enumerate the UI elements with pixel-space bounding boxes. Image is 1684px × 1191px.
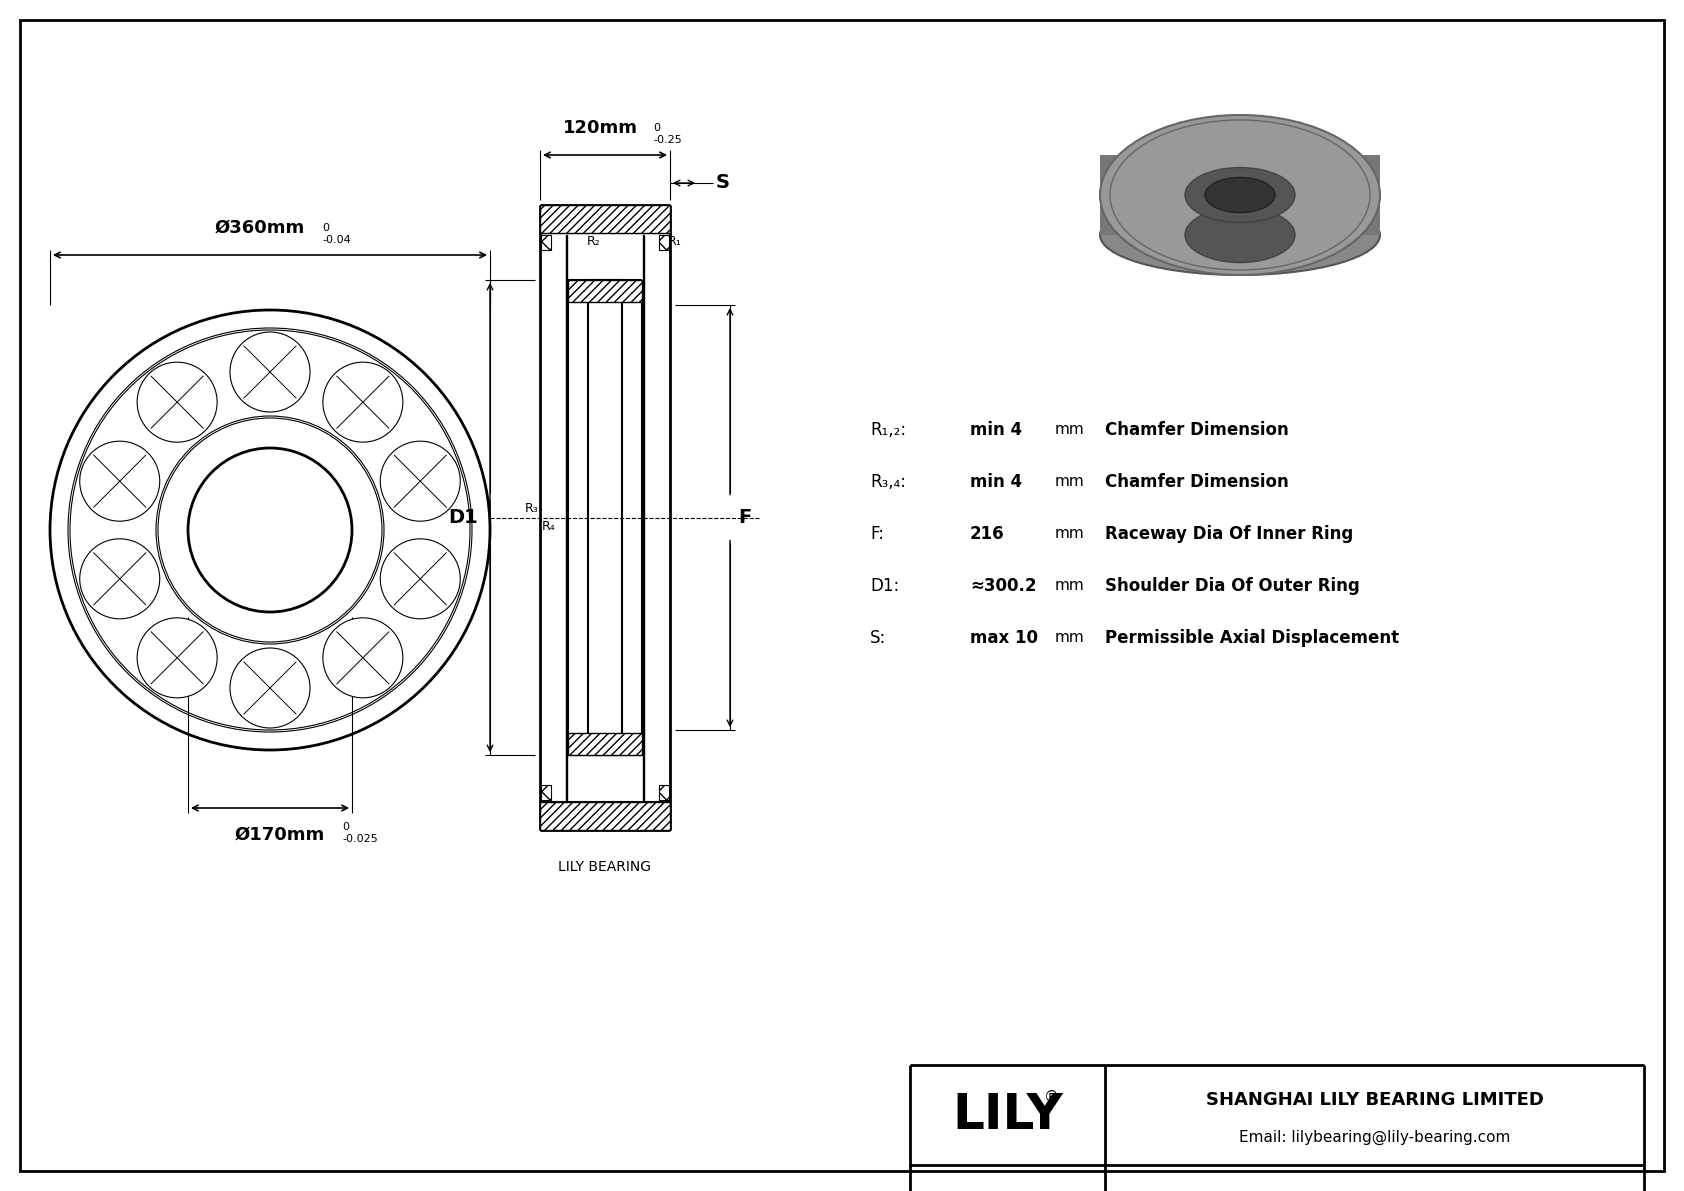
Text: F: F — [738, 509, 751, 526]
Text: mm: mm — [1054, 630, 1084, 646]
Text: mm: mm — [1054, 579, 1084, 593]
Ellipse shape — [1206, 177, 1275, 212]
Circle shape — [323, 362, 402, 442]
Text: mm: mm — [1054, 474, 1084, 490]
Text: R₃: R₃ — [524, 503, 537, 516]
Text: -0.04: -0.04 — [322, 235, 350, 245]
Circle shape — [231, 648, 310, 728]
Bar — [568, 732, 642, 755]
Text: 0: 0 — [322, 223, 328, 233]
Text: -0.25: -0.25 — [653, 135, 682, 145]
Text: max 10: max 10 — [970, 629, 1037, 647]
Ellipse shape — [1100, 195, 1379, 275]
Text: R₂: R₂ — [588, 235, 601, 248]
Bar — [541, 235, 551, 250]
Text: LILY BEARING: LILY BEARING — [559, 860, 652, 874]
Text: Email: lilybearing@lily-bearing.com: Email: lilybearing@lily-bearing.com — [1239, 1129, 1511, 1145]
Circle shape — [381, 538, 460, 619]
Text: Raceway Dia Of Inner Ring: Raceway Dia Of Inner Ring — [1105, 525, 1354, 543]
Text: Chamfer Dimension: Chamfer Dimension — [1105, 473, 1288, 491]
Circle shape — [136, 618, 217, 698]
Circle shape — [381, 441, 460, 522]
Text: ®: ® — [1044, 1090, 1059, 1104]
Text: S:: S: — [871, 629, 886, 647]
Text: D1: D1 — [448, 509, 478, 526]
Text: Ø170mm: Ø170mm — [234, 827, 325, 844]
Circle shape — [323, 618, 402, 698]
Text: LILY: LILY — [951, 1091, 1063, 1139]
Text: 216: 216 — [970, 525, 1005, 543]
Text: F:: F: — [871, 525, 884, 543]
Bar — [658, 235, 669, 250]
Ellipse shape — [1186, 168, 1295, 223]
Text: D1:: D1: — [871, 576, 899, 596]
Text: 0: 0 — [342, 822, 349, 833]
Circle shape — [79, 538, 160, 619]
Text: Permissible Axial Displacement: Permissible Axial Displacement — [1105, 629, 1399, 647]
Bar — [541, 785, 551, 800]
Circle shape — [231, 332, 310, 412]
Text: mm: mm — [1054, 423, 1084, 437]
Text: SHANGHAI LILY BEARING LIMITED: SHANGHAI LILY BEARING LIMITED — [1206, 1091, 1544, 1109]
Text: Shoulder Dia Of Outer Ring: Shoulder Dia Of Outer Ring — [1105, 576, 1359, 596]
Ellipse shape — [1100, 116, 1379, 275]
Text: min 4: min 4 — [970, 420, 1022, 439]
Bar — [541, 205, 670, 233]
Text: 0: 0 — [653, 123, 660, 133]
Text: R₄: R₄ — [542, 519, 556, 532]
Text: 120mm: 120mm — [562, 119, 638, 137]
Text: R₁,₂:: R₁,₂: — [871, 420, 906, 439]
Text: Ø360mm: Ø360mm — [216, 219, 305, 237]
Bar — [658, 785, 669, 800]
Text: -0.025: -0.025 — [342, 834, 377, 844]
Ellipse shape — [1186, 207, 1295, 262]
Text: mm: mm — [1054, 526, 1084, 542]
Bar — [541, 802, 670, 830]
Circle shape — [79, 441, 160, 522]
Text: R₃,₄:: R₃,₄: — [871, 473, 906, 491]
Text: Chamfer Dimension: Chamfer Dimension — [1105, 420, 1288, 439]
Text: S: S — [716, 174, 729, 193]
Bar — [1100, 155, 1379, 235]
Circle shape — [136, 362, 217, 442]
Text: min 4: min 4 — [970, 473, 1022, 491]
Text: R₁: R₁ — [669, 235, 682, 248]
Bar — [568, 280, 642, 303]
Text: ≈300.2: ≈300.2 — [970, 576, 1036, 596]
